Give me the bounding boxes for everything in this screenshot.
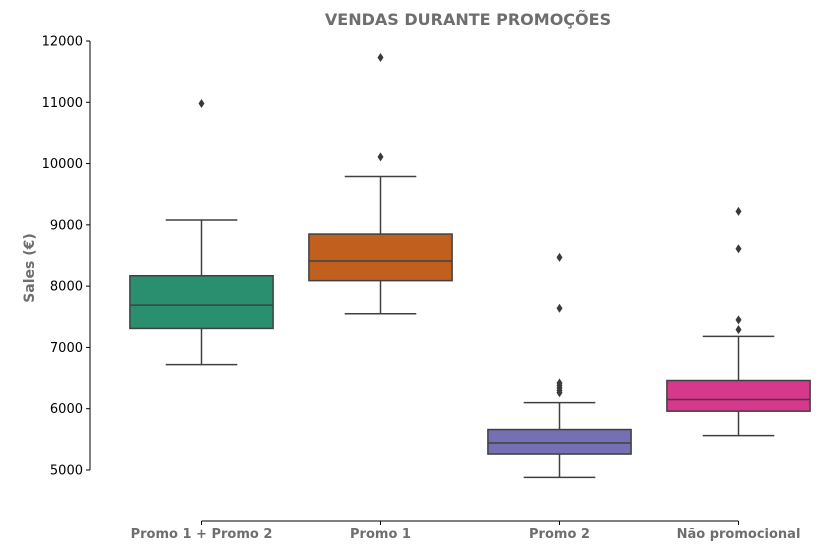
chart-title: VENDAS DURANTE PROMOÇÕES — [325, 10, 611, 29]
outlier-point — [735, 315, 742, 325]
box-2 — [487, 252, 632, 479]
outlier-point — [556, 378, 563, 388]
y-tick-label: 10000 — [42, 157, 83, 172]
x-tick-label: Promo 1 + Promo 2 — [131, 527, 273, 542]
outlier-point — [556, 303, 563, 313]
y-tick-label: 8000 — [50, 280, 83, 295]
axes — [86, 40, 739, 525]
y-tick-label: 12000 — [42, 35, 83, 50]
y-tick-label: 11000 — [42, 96, 83, 111]
boxes — [129, 53, 811, 479]
box-iqr — [666, 379, 811, 412]
x-tick-label: Promo 1 — [350, 527, 411, 542]
outlier-point — [198, 99, 205, 109]
outlier-point — [735, 325, 742, 335]
x-tick-label: Não promocional — [677, 527, 801, 542]
box-iqr — [129, 274, 274, 330]
box-0 — [129, 99, 274, 366]
x-tick-label: Promo 2 — [529, 527, 590, 542]
box-iqr — [308, 233, 453, 282]
y-tick-label: 6000 — [50, 402, 83, 417]
box-3 — [666, 206, 811, 437]
outlier-point — [377, 53, 384, 63]
outlier-point — [735, 206, 742, 216]
outlier-point — [556, 252, 563, 262]
outlier-point — [735, 244, 742, 254]
y-tick-label: 5000 — [50, 464, 83, 479]
tick-labels: 5000 6000 7000 8000 9000 10000 11000 12000 Promo… — [42, 35, 801, 543]
box-1 — [308, 53, 453, 315]
outlier-point — [377, 152, 384, 162]
y-tick-label: 7000 — [50, 341, 83, 356]
box-iqr — [487, 428, 632, 455]
y-axis-label: Sales (€) — [22, 233, 38, 303]
y-tick-label: 9000 — [50, 218, 83, 233]
